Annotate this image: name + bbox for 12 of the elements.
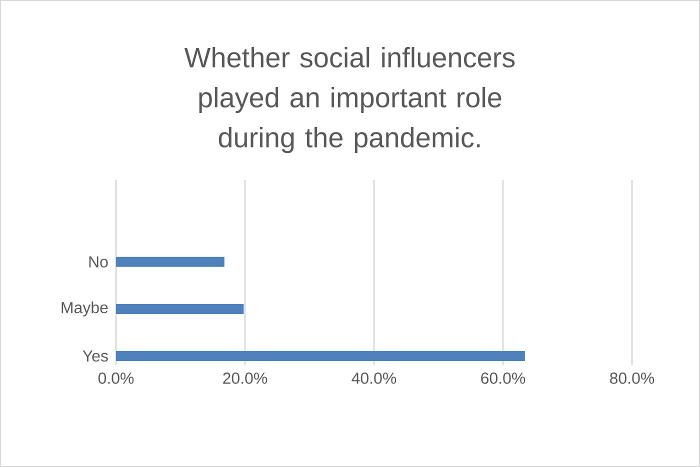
bar [116, 256, 224, 267]
y-tick-label: No [89, 256, 108, 268]
bar [116, 351, 525, 362]
x-tick-label: 40.0% [352, 372, 396, 384]
bar [116, 304, 244, 314]
x-tick-label: 60.0% [481, 372, 526, 384]
y-tick-label: Yes [82, 350, 108, 362]
x-tick-label: 80.0% [610, 372, 654, 384]
x-tick-label: 0.0% [98, 372, 134, 384]
chart-title: Whether social influencers played an important role during the pandemic. [184, 46, 515, 154]
y-tick-label: Maybe [62, 302, 108, 316]
x-tick-label: 20.0% [223, 372, 268, 384]
